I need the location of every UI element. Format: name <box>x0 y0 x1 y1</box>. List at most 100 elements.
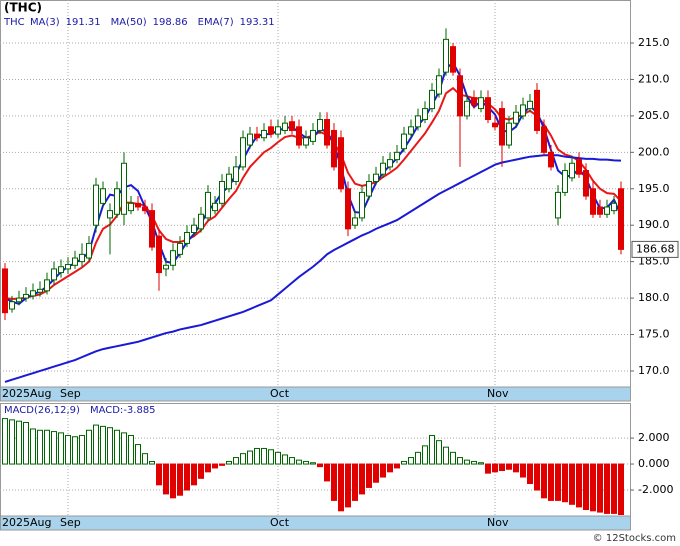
macd-bar <box>114 429 120 465</box>
macd-bar <box>261 447 267 465</box>
candle-body <box>590 188 596 215</box>
x-tick-label: Nov <box>487 387 509 400</box>
candle-body <box>506 122 512 146</box>
line-series <box>4 154 622 383</box>
macd-bar <box>541 463 547 499</box>
y-tick-label: 2.000 <box>638 431 670 444</box>
macd-bar <box>387 463 393 473</box>
macd-bar <box>443 446 449 465</box>
candle-body <box>422 108 428 121</box>
candle-body <box>191 224 197 233</box>
macd-bar <box>569 463 575 505</box>
macd-bar <box>16 420 22 465</box>
candle-body <box>261 129 267 139</box>
candle-body <box>513 111 519 124</box>
y-tick-label: 215.0 <box>638 36 670 49</box>
macd-bar <box>408 457 414 465</box>
macd-bar <box>170 463 176 499</box>
macd-bar <box>37 429 43 465</box>
date-bar <box>0 515 631 531</box>
candle-body <box>149 210 155 248</box>
macd-bar <box>345 463 351 508</box>
macd-bar <box>618 463 624 516</box>
last-price-box <box>631 240 679 258</box>
candle-body <box>338 137 344 190</box>
candle-body <box>72 257 78 266</box>
macd-bar <box>30 428 36 465</box>
macd-bar <box>527 463 533 485</box>
macd-bar <box>149 460 155 465</box>
y-tick-label: 170.0 <box>638 364 670 377</box>
macd-bar <box>44 429 50 465</box>
macd-bar <box>359 463 365 495</box>
macd-bar <box>450 451 456 465</box>
candle-body <box>58 266 64 274</box>
x-tick-label: Sep <box>60 516 81 529</box>
candle-body <box>303 137 309 146</box>
macd-bar <box>429 434 435 465</box>
macd-bar <box>86 429 92 465</box>
macd-bar <box>121 432 127 465</box>
last-price: 186.68 <box>636 242 675 255</box>
candle-body <box>163 264 169 270</box>
candle-body <box>380 162 386 175</box>
candle-body <box>16 297 22 303</box>
x-tick-label: 2025Aug <box>2 387 51 400</box>
macd-bar <box>107 427 113 465</box>
macd-bar <box>268 449 274 465</box>
macd-bar <box>163 463 169 495</box>
candle-body <box>184 231 190 244</box>
macd-bar <box>471 460 477 465</box>
candle-body <box>366 180 372 197</box>
macd-bar <box>79 434 85 465</box>
macd-bar <box>415 451 421 465</box>
candle-body <box>569 162 575 179</box>
legend-name: MA(3) <box>30 17 60 28</box>
macd-bar <box>247 450 253 465</box>
macd-bar <box>513 463 519 473</box>
macd-bar <box>282 454 288 465</box>
macd-bar <box>338 463 344 512</box>
macd-bar <box>9 419 15 465</box>
candle-body <box>618 188 624 250</box>
macd-bar <box>289 457 295 465</box>
candle-body <box>205 191 211 219</box>
candle-body <box>499 108 505 146</box>
candle-body <box>408 126 414 135</box>
y-tick-label: 190.0 <box>638 218 670 231</box>
macd-value: -3.885 <box>123 405 155 416</box>
x-tick-label: Sep <box>60 387 81 400</box>
macd-bar <box>436 440 442 465</box>
candle-body <box>226 173 232 190</box>
symbol: THC <box>3 17 25 28</box>
legend-value: 198.86 <box>153 17 188 28</box>
macd-bar <box>534 463 540 491</box>
macd-bar <box>156 463 162 486</box>
candle-body <box>373 173 379 182</box>
candle-body <box>541 126 547 153</box>
y-tick-label: 180.0 <box>638 291 670 304</box>
legend-value: 191.31 <box>66 17 101 28</box>
legend-name: MA(50) <box>111 17 147 28</box>
macd-bar <box>352 463 358 501</box>
macd-bar <box>583 463 589 511</box>
candle-body <box>100 188 106 204</box>
candle-body <box>359 191 365 219</box>
candle-body <box>562 170 568 193</box>
candle-body <box>310 129 316 142</box>
y-tick-label: 210.0 <box>638 72 670 85</box>
x-tick-label: 2025Aug <box>2 516 51 529</box>
candle-body <box>485 97 491 121</box>
candle-body <box>387 159 393 168</box>
candle-body <box>247 133 253 146</box>
macd-bar <box>177 463 183 496</box>
macd-bar <box>135 444 141 465</box>
candle-body <box>9 301 15 310</box>
candle-body <box>520 104 526 117</box>
x-tick-label: Oct <box>270 516 290 529</box>
macd-bar <box>51 431 57 465</box>
candle-body <box>2 268 8 314</box>
macd-bar <box>72 436 78 465</box>
macd-bar <box>58 432 64 465</box>
candle-body <box>23 293 29 299</box>
